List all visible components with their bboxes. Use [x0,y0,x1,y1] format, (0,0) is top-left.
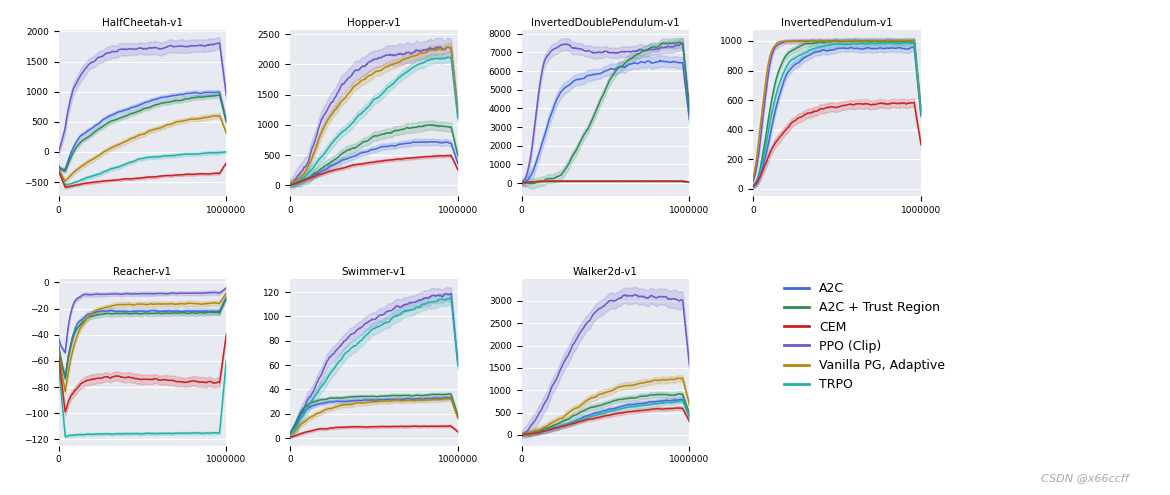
Text: CSDN @x66ccff: CSDN @x66ccff [1041,473,1129,483]
Title: InvertedDoublePendulum-v1: InvertedDoublePendulum-v1 [531,17,680,28]
Title: Hopper-v1: Hopper-v1 [347,17,401,28]
Title: Walker2d-v1: Walker2d-v1 [573,267,638,277]
Title: Swimmer-v1: Swimmer-v1 [342,267,406,277]
Title: HalfCheetah-v1: HalfCheetah-v1 [102,17,183,28]
Title: Reacher-v1: Reacher-v1 [113,267,172,277]
Legend: A2C, A2C + Trust Region, CEM, PPO (Clip), Vanilla PG, Adaptive, TRPO: A2C, A2C + Trust Region, CEM, PPO (Clip)… [779,277,950,396]
Title: InvertedPendulum-v1: InvertedPendulum-v1 [782,17,893,28]
